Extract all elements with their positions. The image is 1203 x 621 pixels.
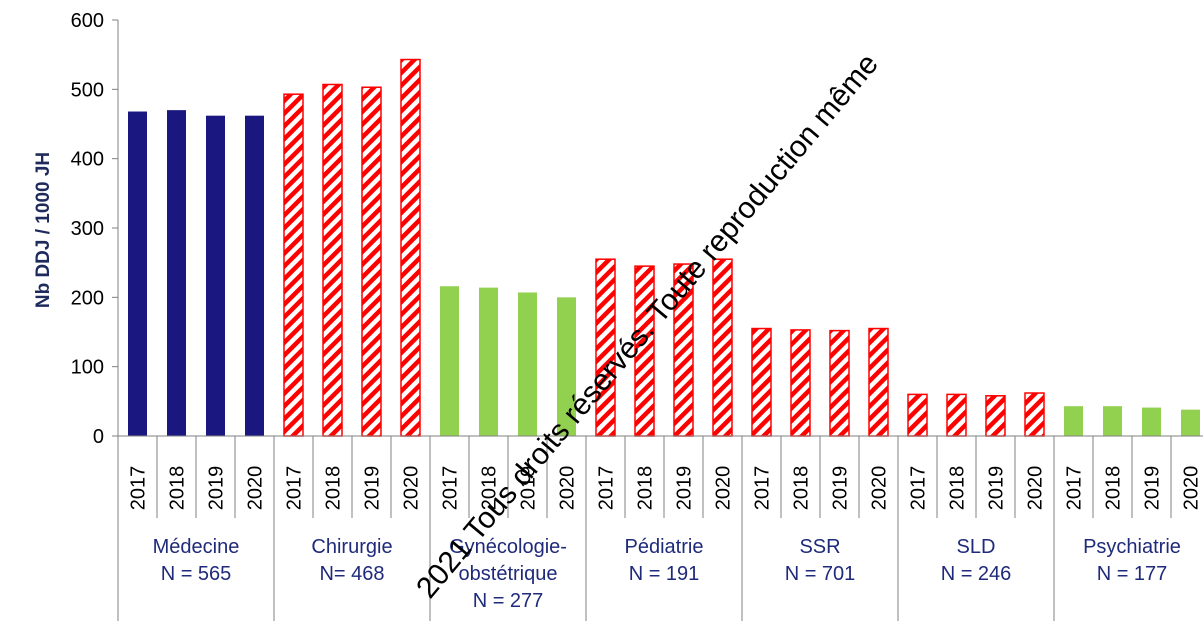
y-tick-label: 200: [71, 287, 104, 309]
bar: [868, 327, 889, 437]
group-name-label: Gynécologie-: [449, 536, 567, 558]
bar: [322, 83, 343, 437]
group-n-label: N = 565: [161, 563, 232, 585]
y-tick-label: 300: [71, 218, 104, 240]
group-n-label: N = 246: [941, 563, 1012, 585]
group-name-label: SSR: [799, 536, 840, 558]
axes: [117, 20, 1203, 621]
year-label: 2018: [791, 466, 813, 511]
bar: [518, 292, 537, 436]
y-ticks: 0 100 200 300 400 500 600: [71, 10, 118, 448]
group-name-label: SLD: [957, 536, 996, 558]
bar: [283, 93, 304, 437]
bar: [1181, 409, 1200, 436]
bar: [128, 111, 147, 437]
y-tick-label: 100: [71, 357, 104, 379]
year-label: 2018: [1103, 466, 1125, 511]
bar: [829, 329, 850, 437]
year-label: 2020: [401, 466, 423, 511]
y-tick-label: 500: [71, 79, 104, 101]
group-n-label: N = 191: [629, 563, 700, 585]
bar: [751, 327, 772, 437]
year-label: 2017: [908, 466, 930, 511]
year-label: 2019: [362, 466, 384, 511]
year-label: 2019: [518, 466, 540, 511]
year-label: 2017: [752, 466, 774, 511]
group-name-label: obstétrique: [459, 563, 558, 585]
group-n-label: N = 177: [1097, 563, 1168, 585]
group-name-label: Psychiatrie: [1083, 536, 1181, 558]
y-tick-label: 0: [93, 426, 104, 448]
year-label: 2018: [323, 466, 345, 511]
bar: [907, 393, 928, 437]
x-labels: 2017 2018 2019 2020 Médecine N = 565 2017 2018 2…: [128, 466, 1203, 612]
group-name-label: Médecine: [153, 536, 240, 558]
year-label: 2019: [1142, 466, 1164, 511]
group-n-label: N = 701: [785, 563, 856, 585]
bar: [400, 58, 421, 437]
year-label: 2020: [1181, 466, 1203, 511]
year-label: 2020: [557, 466, 579, 511]
year-label: 2020: [1025, 466, 1047, 511]
bar: [1024, 392, 1045, 437]
year-label: 2017: [128, 466, 150, 511]
bar: [1142, 407, 1161, 436]
year-label: 2017: [1064, 466, 1086, 511]
year-label: 2017: [596, 466, 618, 511]
bar: [985, 395, 1006, 437]
y-axis-label: Nb DDJ / 1000 JH: [33, 152, 54, 308]
y-tick-label: 400: [71, 149, 104, 171]
bar: [440, 286, 459, 436]
group-name-label: Chirurgie: [311, 536, 392, 558]
bar: [167, 110, 186, 436]
bar: [245, 115, 264, 437]
bar: [946, 393, 967, 437]
group-n-label: N = 277: [473, 590, 544, 612]
group-n-label: N= 468: [319, 563, 384, 585]
bars: [128, 58, 1200, 437]
year-label: 2018: [479, 466, 501, 511]
year-label: 2020: [713, 466, 735, 511]
year-label: 2017: [284, 466, 306, 511]
y-tick-label: 600: [71, 10, 104, 32]
year-label: 2019: [830, 466, 852, 511]
year-label: 2019: [674, 466, 696, 511]
year-label: 2019: [986, 466, 1008, 511]
year-label: 2019: [206, 466, 228, 511]
bar: [1064, 406, 1083, 436]
year-label: 2018: [947, 466, 969, 511]
bar: [790, 329, 811, 437]
group-name-label: Pédiatrie: [625, 536, 704, 558]
bar: [206, 115, 225, 437]
year-label: 2020: [869, 466, 891, 511]
bar: [361, 86, 382, 437]
bar: [479, 287, 498, 436]
year-label: 2020: [245, 466, 267, 511]
bar: [712, 258, 733, 437]
year-label: 2017: [440, 466, 462, 511]
year-label: 2018: [167, 466, 189, 511]
year-label: 2018: [635, 466, 657, 511]
bar: [557, 297, 576, 436]
bar: [1103, 406, 1122, 436]
